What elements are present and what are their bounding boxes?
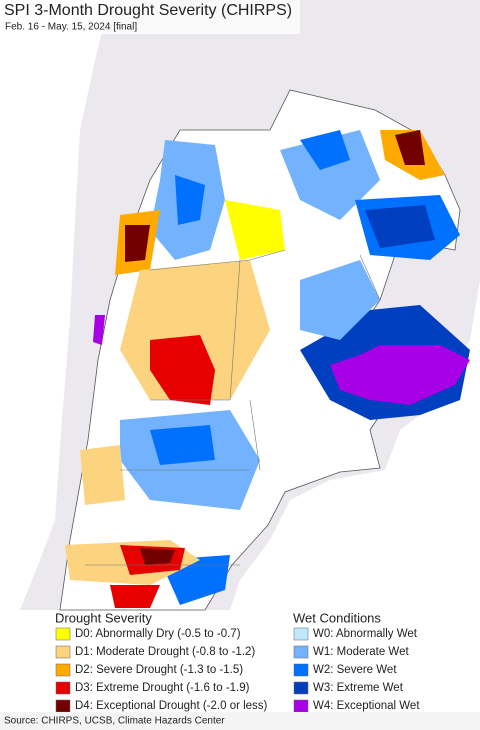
wet-area: [300, 130, 350, 170]
legend-label: D3: Extreme Drought (-1.6 to -1.9): [75, 682, 250, 694]
province-borders: [85, 249, 381, 566]
legend-label: D2: Severe Drought (-1.3 to -1.5): [75, 664, 243, 676]
legend-label: W0: Abnormally Wet: [313, 628, 418, 640]
legend-label: W4: Exceptional Wet: [313, 700, 420, 712]
wet-area: [365, 205, 435, 248]
drought-area: [140, 548, 175, 565]
drought-area: [80, 445, 125, 505]
subtitle: Feb. 16 - May. 15, 2024 [final]: [5, 22, 137, 33]
legend-label: W3: Extreme Wet: [313, 682, 404, 694]
map: [0, 0, 480, 611]
drought-area: [125, 225, 150, 262]
drought-area: [150, 335, 215, 405]
legend-swatch: [293, 627, 309, 641]
drought-area: [395, 130, 425, 165]
legend-swatch: [293, 663, 309, 677]
wet-area: [300, 260, 380, 340]
footer-backdrop: [0, 712, 480, 730]
legend-swatch: [293, 681, 309, 695]
legend-swatch: [55, 627, 71, 641]
drought-area: [225, 200, 285, 260]
legend-title: Wet Conditions: [293, 610, 381, 625]
source: Source: CHIRPS, UCSB, Climate Hazards Ce…: [4, 716, 225, 727]
title-backdrop: [0, 0, 300, 34]
legend-swatch: [55, 663, 71, 677]
wet-area: [175, 175, 205, 225]
legend-swatch: [293, 645, 309, 659]
legend-label: D4: Exceptional Drought (-2.0 or less): [75, 700, 268, 712]
wet-area: [150, 425, 215, 465]
legend: Drought Severity D0: Abnormally Dry (-0.5…: [55, 610, 420, 713]
legend-label: W2: Severe Wet: [313, 664, 397, 676]
pacific-ocean: [0, 0, 110, 610]
legend-label: W1: Moderate Wet: [313, 646, 409, 658]
drought-area: [110, 585, 160, 608]
legend-title: Drought Severity: [55, 610, 152, 625]
legend-swatch: [55, 681, 71, 695]
legend-label: D1: Moderate Drought (-0.8 to -1.2): [75, 646, 255, 658]
title: SPI 3-Month Drought Severity (CHIRPS): [4, 2, 292, 19]
wet-area: [330, 345, 470, 405]
wet-area: [280, 130, 380, 220]
legend-label: D0: Abnormally Dry (-0.5 to -0.7): [75, 628, 241, 640]
legend-swatch: [55, 645, 71, 659]
legend-swatch: [55, 699, 71, 713]
wet-area: [93, 315, 105, 345]
atlantic-ocean: [230, 280, 480, 610]
legend-swatch: [293, 699, 309, 713]
